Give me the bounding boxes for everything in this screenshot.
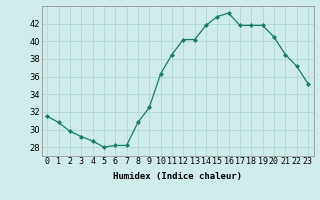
- X-axis label: Humidex (Indice chaleur): Humidex (Indice chaleur): [113, 172, 242, 181]
